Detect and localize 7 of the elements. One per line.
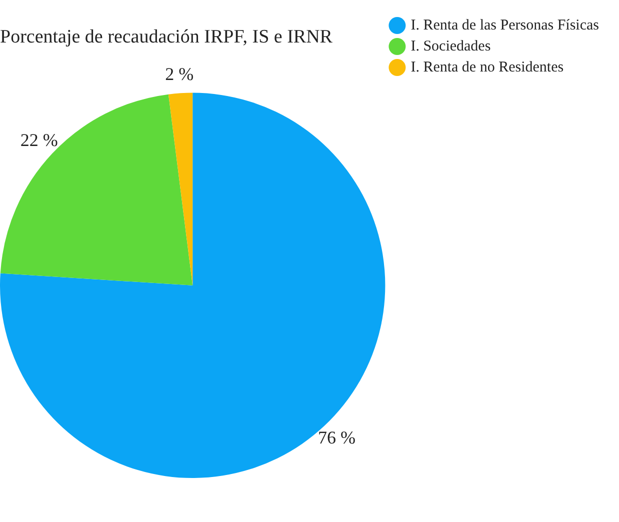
- data-label: 76 %: [318, 428, 356, 448]
- data-label: 22 %: [20, 130, 58, 150]
- legend-label: I. Renta de las Personas Físicas: [410, 17, 600, 34]
- text: Porcentaje de recaudación IRPF, IS e IRNR: [0, 26, 333, 48]
- legend-label: I. Renta de no Residentes: [410, 59, 564, 76]
- data-label: 2 %: [165, 64, 194, 84]
- legend-label: I. Sociedades: [410, 38, 491, 54]
